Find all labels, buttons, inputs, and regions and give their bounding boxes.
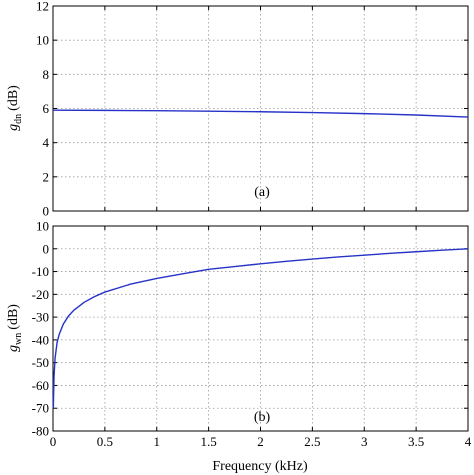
- y-tick-label: -50: [32, 355, 49, 370]
- panel-b: -80 -70 -60 -50 -40 -30 -20 -10 0 10 0 0.5 1 1.5 2 2.5…: [6, 219, 472, 475]
- panel-b-frame: [52, 225, 469, 432]
- panel-a-tick-marks: [52, 5, 469, 212]
- panel-a-series: [52, 109, 469, 118]
- x-tick-label: 4: [465, 434, 472, 449]
- panel-a-ylabel-symbol: g: [6, 124, 21, 131]
- y-tick-label: -80: [32, 424, 49, 439]
- y-tick-label: 4: [43, 135, 50, 150]
- x-tick-label: 0.5: [97, 434, 113, 449]
- panel-b-label: (b): [254, 410, 271, 425]
- panel-a-grid: [53, 6, 468, 211]
- series-line: [52, 109, 469, 118]
- y-tick-label: 6: [43, 101, 50, 116]
- panel-a-ylabel-unit: (dB): [6, 85, 21, 111]
- series-line: [52, 248, 469, 409]
- x-tick-label: 2.5: [304, 434, 320, 449]
- panel-b-ylabel-symbol: g: [6, 345, 21, 352]
- panel-b-y-tick-labels: -80 -70 -60 -50 -40 -30 -20 -10 0 10: [32, 219, 49, 439]
- panel-b-series: [52, 248, 469, 409]
- panel-b-xlabel: Frequency (kHz): [212, 459, 308, 474]
- panel-b-ylabel-unit: (dB): [6, 304, 21, 330]
- x-tick-label: 1: [154, 434, 161, 449]
- x-tick-label: 1.5: [201, 434, 217, 449]
- y-tick-label: -30: [32, 310, 49, 325]
- y-tick-label: 0: [43, 204, 50, 219]
- panel-a-y-tick-labels: 0 2 4 6 8 10 12: [36, 0, 50, 219]
- panel-b-x-tick-labels: 0 0.5 1 1.5 2 2.5 3 3.5 4: [50, 434, 472, 449]
- panel-b-ylabel-subscript: wn: [13, 333, 24, 345]
- y-tick-label: -10: [32, 264, 49, 279]
- panel-a-ylabel-subscript: dn: [13, 114, 24, 124]
- panel-a-label: (a): [254, 185, 270, 200]
- y-tick-label: 8: [43, 67, 50, 82]
- panel-a: 0 2 4 6 8 10 12 (a) gdn (dB): [6, 0, 469, 219]
- y-tick-label: 10: [36, 219, 49, 234]
- y-tick-label: 2: [43, 169, 50, 184]
- panel-b-grid: [53, 226, 468, 431]
- y-tick-label: -70: [32, 401, 49, 416]
- x-tick-label: 3.5: [408, 434, 424, 449]
- panel-b-ylabel: gwn (dB): [6, 304, 24, 352]
- panel-b-tick-marks: [52, 225, 469, 432]
- x-tick-label: 2: [257, 434, 264, 449]
- y-tick-label: 12: [36, 0, 49, 14]
- y-tick-label: 0: [43, 241, 50, 256]
- y-tick-label: -20: [32, 287, 49, 302]
- x-tick-label: 0: [50, 434, 57, 449]
- panel-a-ylabel: gdn (dB): [6, 85, 24, 131]
- y-tick-label: -60: [32, 378, 49, 393]
- y-tick-label: 10: [36, 33, 49, 48]
- y-tick-label: -40: [32, 332, 49, 347]
- x-tick-label: 3: [361, 434, 368, 449]
